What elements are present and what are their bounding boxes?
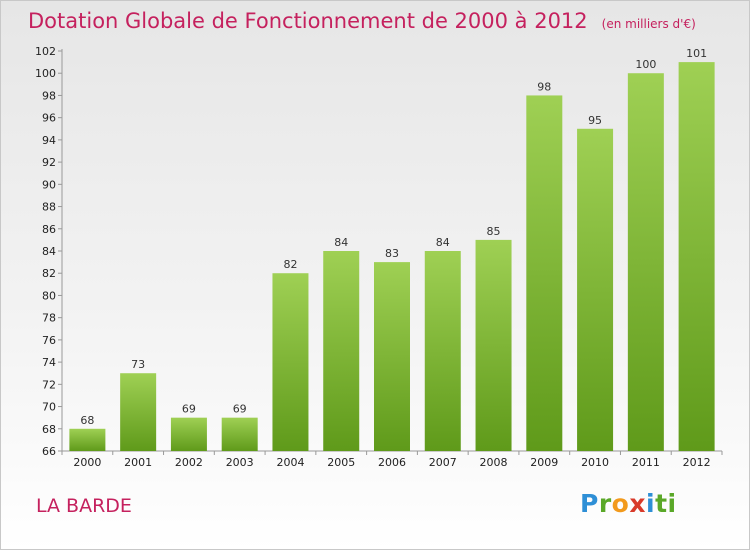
x-tick-label: 2010 <box>581 456 609 469</box>
bar-value-label: 84 <box>334 236 348 249</box>
logo-letter: o <box>611 489 630 518</box>
y-tick-label: 82 <box>42 267 56 280</box>
logo-letter: r <box>598 489 612 518</box>
y-tick-label: 94 <box>42 134 56 147</box>
bar-value-label: 85 <box>487 225 501 238</box>
bar <box>323 251 360 451</box>
y-tick-label: 84 <box>42 245 56 258</box>
x-tick-label: 2011 <box>632 456 660 469</box>
bar-value-label: 100 <box>635 58 656 71</box>
y-tick-label: 96 <box>42 112 56 125</box>
proxiti-logo[interactable]: Proxiti <box>580 489 677 518</box>
y-tick-label: 100 <box>35 67 56 80</box>
bar <box>170 417 207 451</box>
y-tick-label: 66 <box>42 445 56 458</box>
y-tick-label: 78 <box>42 312 56 325</box>
x-tick-label: 2001 <box>124 456 152 469</box>
x-tick-label: 2009 <box>530 456 558 469</box>
bar <box>475 239 512 451</box>
x-tick-label: 2005 <box>327 456 355 469</box>
y-tick-label: 88 <box>42 201 56 214</box>
bars: 68 73 69 69 82 84 83 84 85 98 95 100 101 <box>69 47 715 451</box>
bar <box>424 251 461 451</box>
chart-unit-subtitle: (en milliers d'€) <box>601 17 696 31</box>
y-tick-label: 72 <box>42 378 56 391</box>
logo-letter: i <box>646 489 656 518</box>
y-tick-label: 68 <box>42 423 56 436</box>
bar <box>374 262 410 451</box>
logo-letter: x <box>629 489 646 518</box>
chart-title: Dotation Globale de Fonctionnement de 20… <box>28 9 696 33</box>
y-tick-label: 86 <box>42 223 56 236</box>
bar-value-label: 82 <box>283 258 297 271</box>
bar-value-label: 83 <box>385 247 399 260</box>
bar <box>272 273 309 451</box>
logo-letter: P <box>580 489 599 518</box>
x-tick-label: 2003 <box>226 456 254 469</box>
y-tick-label: 80 <box>42 289 56 302</box>
logo-letter: ti <box>655 489 677 518</box>
x-tick-label: 2012 <box>683 456 711 469</box>
x-tick-label: 2006 <box>378 456 406 469</box>
chart-title-text: Dotation Globale de Fonctionnement de 20… <box>28 9 588 33</box>
x-tick-label: 2007 <box>429 456 457 469</box>
y-tick-label: 92 <box>42 156 56 169</box>
bar-value-label: 73 <box>131 358 145 371</box>
y-tick-label: 70 <box>42 401 56 414</box>
x-tick-label: 2004 <box>276 456 304 469</box>
bar-value-label: 68 <box>80 414 94 427</box>
bar <box>577 128 614 451</box>
y-tick-label: 102 <box>35 45 56 58</box>
bar-value-label: 98 <box>537 80 551 93</box>
y-tick-label: 98 <box>42 89 56 102</box>
bar-value-label: 69 <box>233 403 247 416</box>
bar <box>627 73 664 451</box>
bar-value-label: 101 <box>686 47 707 60</box>
y-tick-label: 90 <box>42 178 56 191</box>
y-tick-label: 74 <box>42 356 56 369</box>
bar <box>120 373 157 451</box>
bar <box>221 417 258 451</box>
bar <box>678 62 715 451</box>
bar-value-label: 69 <box>182 403 196 416</box>
y-tick-label: 76 <box>42 334 56 347</box>
location-label: LA BARDE <box>36 495 132 517</box>
y-axis: 66 68 70 72 74 76 78 80 82 84 86 88 90 92 94 96 98 100 102 <box>35 45 63 458</box>
bar-value-label: 84 <box>436 236 450 249</box>
bar-value-label: 95 <box>588 114 602 127</box>
bar <box>69 428 106 451</box>
x-tick-label: 2000 <box>73 456 101 469</box>
bar <box>526 95 563 451</box>
x-tick-label: 2008 <box>480 456 508 469</box>
x-tick-label: 2002 <box>175 456 203 469</box>
x-axis: 2000 2001 2002 2003 2004 2005 2006 2007 2008 2009… <box>61 450 723 469</box>
